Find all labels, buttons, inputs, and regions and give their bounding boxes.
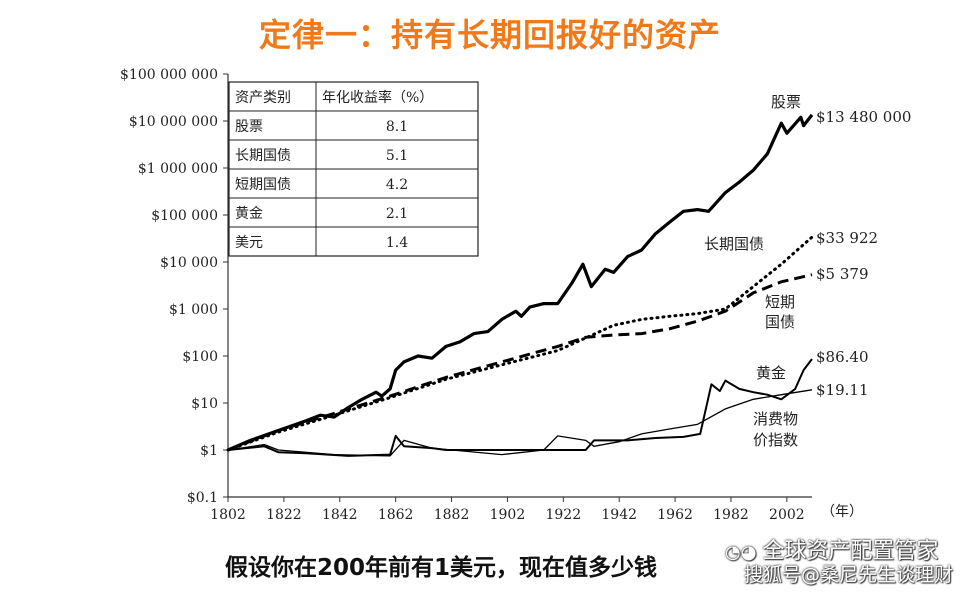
series-name-label: 短期 bbox=[765, 293, 795, 311]
end-value-label: $13 480 000 bbox=[816, 108, 911, 126]
series-line-1 bbox=[227, 113, 814, 452]
table-cell-return: 2.1 bbox=[386, 206, 408, 222]
series-name-label: 股票 bbox=[771, 93, 801, 111]
x-unit-label: （年） bbox=[821, 504, 863, 520]
series-line-3 bbox=[227, 273, 813, 452]
y-tick-label: $1 000 000 bbox=[138, 161, 218, 177]
watermark-source: 搜狐号@桑尼先生谈理财 bbox=[744, 564, 954, 586]
table-cell-return: 5.1 bbox=[386, 148, 408, 164]
table-cell-asset: 股票 bbox=[235, 119, 263, 135]
y-tick-label: $10 bbox=[191, 396, 218, 412]
end-value-label: $5 379 bbox=[816, 265, 869, 283]
series-name-label: 国债 bbox=[765, 313, 795, 331]
page-title: 定律一：持有长期回报好的资产 bbox=[258, 16, 721, 54]
series-name-label: 价指数 bbox=[753, 431, 798, 449]
y-tick-label: $100 bbox=[182, 349, 218, 365]
series-line-5 bbox=[227, 389, 813, 457]
table-cell-asset: 短期国债 bbox=[235, 177, 291, 193]
y-tick-label: $1 bbox=[200, 443, 218, 459]
watermark-line1: 全球资产配置管家 bbox=[762, 539, 939, 564]
x-tick-label: 1902 bbox=[490, 507, 526, 523]
series-name-label: 长期国债 bbox=[704, 235, 764, 253]
wechat-icon: ◔◕ bbox=[725, 542, 757, 563]
watermark-account: ◔◕ 全球资产配置管家 bbox=[725, 533, 938, 565]
table-cell-return: 8.1 bbox=[386, 119, 408, 135]
x-tick-label: 1982 bbox=[713, 507, 749, 523]
x-tick-label: 2002 bbox=[769, 507, 805, 523]
table-cell-return: 4.2 bbox=[386, 177, 408, 193]
y-tick-label: $100 000 000 bbox=[120, 67, 218, 83]
y-tick-label: $10 000 000 bbox=[129, 114, 218, 130]
return-table: 资产类别 年化收益率（%） 股票 8.1 长期国债 5.1 短期国债 4.2 黄金 2.1 美元 1.… bbox=[228, 81, 479, 257]
table-cell-return: 1.4 bbox=[386, 235, 408, 251]
table-cell-asset: 美元 bbox=[235, 235, 263, 251]
series-line-2 bbox=[226, 235, 814, 452]
x-tick-label: 1822 bbox=[266, 507, 302, 523]
x-tick-label: 1862 bbox=[378, 507, 414, 523]
y-tick-label: $0.1 bbox=[187, 490, 218, 506]
x-tick-label: 1942 bbox=[601, 507, 637, 523]
series-labels: $13 480 000 $33 922 $5 379 $86.40 $19.11 股票长期… bbox=[704, 93, 911, 449]
x-tick-label: 1922 bbox=[545, 507, 581, 523]
series-name-label: 黄金 bbox=[756, 364, 786, 382]
x-tick-label: 1962 bbox=[657, 507, 693, 523]
table-header-cell: 年化收益率（%） bbox=[322, 89, 433, 106]
table-cell-asset: 长期国债 bbox=[235, 148, 291, 164]
axes: $100 000 000 $10 000 000 $1 000 000 $100 00… bbox=[120, 67, 863, 523]
table-header-cell: 资产类别 bbox=[235, 90, 291, 106]
series-line-4 bbox=[227, 358, 813, 457]
y-tick-label: $100 000 bbox=[151, 208, 218, 224]
series-name-label: 消费物 bbox=[753, 410, 798, 428]
y-tick-label: $1 000 bbox=[169, 302, 218, 318]
caption-question: 假设你在200年前有1美元，现在值多少钱 bbox=[225, 555, 658, 581]
y-tick-label: $10 000 bbox=[160, 255, 218, 271]
table-cell-asset: 黄金 bbox=[235, 205, 263, 222]
x-tick-label: 1842 bbox=[322, 507, 358, 523]
end-value-label: $86.40 bbox=[816, 348, 869, 366]
end-value-label: $19.11 bbox=[816, 381, 869, 399]
series-lines bbox=[226, 113, 814, 457]
x-tick-label: 1802 bbox=[210, 507, 246, 523]
y-gridlines bbox=[223, 73, 228, 498]
x-tick-label: 1882 bbox=[434, 507, 470, 523]
end-value-label: $33 922 bbox=[816, 229, 878, 247]
